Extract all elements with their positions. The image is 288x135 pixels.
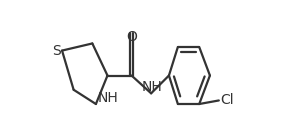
Text: NH: NH xyxy=(142,80,162,94)
Text: NH: NH xyxy=(97,91,118,105)
Text: Cl: Cl xyxy=(220,93,234,107)
Text: S: S xyxy=(52,44,61,58)
Text: O: O xyxy=(126,30,137,44)
